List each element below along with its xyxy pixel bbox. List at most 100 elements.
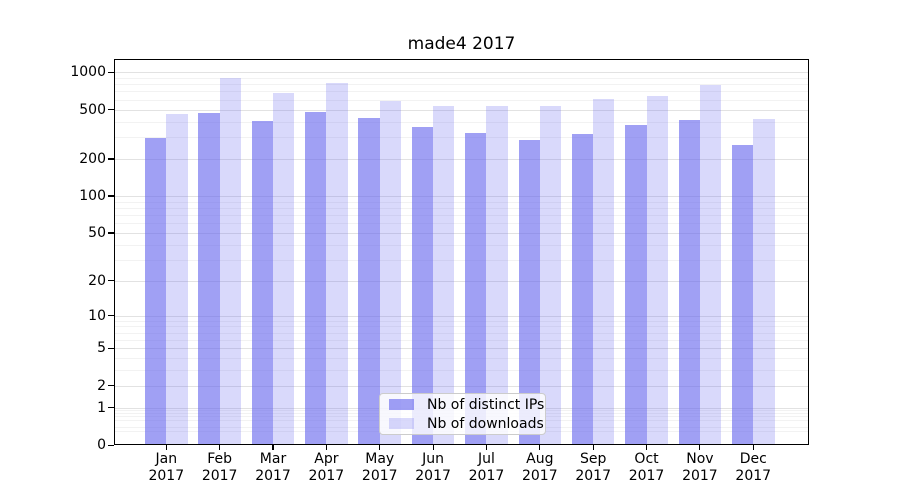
x-tick-label: May 2017 [350,451,410,485]
x-tick-label-month: Oct [634,451,659,467]
bar-nb-of-downloads-jun [433,106,455,445]
y-axis-tick [108,71,114,73]
y-axis-tick [108,315,114,317]
gridline-minor [115,77,808,79]
x-tick-label: Sep 2017 [563,451,623,485]
y-axis-tick [108,232,114,234]
x-tick-label: Jun 2017 [403,451,463,485]
gridline-minor [115,358,808,360]
gridline-minor [115,91,808,93]
gridline-minor [115,320,808,322]
y-tick-label: 10 [88,307,106,324]
y-axis-tick [108,280,114,282]
x-tick-label-month: Mar [259,451,287,467]
bar-nb-of-distinct-ips-nov [678,119,700,445]
x-tick-label-month: Jul [478,451,495,467]
bar-nb-of-downloads-jul [486,106,508,445]
x-axis-tick [592,445,594,450]
bar-nb-of-downloads-sep [593,99,615,445]
gridline-major [115,348,808,350]
x-tick-label: Mar 2017 [243,451,303,485]
legend-swatch-icon [389,399,414,410]
gridline-minor [115,207,808,209]
x-axis-tick [752,445,754,450]
legend: Nb of distinct IPs Nb of downloads [379,393,546,435]
bar-nb-of-distinct-ips-sep [571,134,594,445]
x-axis-tick [219,445,221,450]
y-axis-tick [108,195,114,197]
y-tick-label: 2 [97,377,106,394]
chart-title: made4 2017 [407,34,516,54]
x-axis-tick [272,445,274,450]
x-tick-label-month: Sep [579,451,607,467]
bar-nb-of-distinct-ips-jul [465,132,487,445]
legend-item: Nb of downloads [389,417,544,431]
legend-label: Nb of downloads [427,415,544,432]
x-tick-label-month: Feb [207,451,233,467]
x-tick-label: Dec 2017 [723,451,783,485]
bar-nb-of-downloads-mar [273,93,295,445]
x-tick-label-year: 2017 [255,468,291,484]
bar-nb-of-distinct-ips-oct [625,124,647,445]
x-tick-label-year: 2017 [415,468,451,484]
bar-nb-of-downloads-aug [539,106,562,445]
x-tick-label-year: 2017 [361,468,398,484]
gridline-minor [115,259,808,261]
bar-nb-of-distinct-ips-jun [411,127,434,445]
legend-item: Nb of distinct IPs [389,398,544,412]
gridline-minor [115,84,808,86]
gridline-minor [115,223,808,225]
gridline-major [115,385,808,387]
bar-nb-of-distinct-ips-apr [305,112,327,445]
y-tick-label: 1000 [70,64,106,81]
x-tick-label: Jan 2017 [136,451,196,485]
legend-swatch-icon [389,418,414,429]
bar-nb-of-downloads-nov [699,84,722,445]
x-tick-label: Jul 2017 [456,451,516,485]
gridline-major [115,280,808,282]
x-tick-label-month: Jun [422,451,445,467]
x-axis-tick [539,445,541,450]
bar-nb-of-distinct-ips-may [358,118,380,445]
y-tick-label: 20 [88,272,106,289]
y-axis-tick [108,109,114,111]
bar-nb-of-distinct-ips-jan [145,137,167,445]
y-tick-label: 200 [79,150,106,167]
x-tick-label-year: 2017 [148,468,185,484]
gridline-minor [115,121,808,123]
y-tick-label: 1 [97,399,106,416]
x-tick-label: Feb 2017 [190,451,250,485]
gridline-minor [115,339,808,341]
y-tick-label: 100 [79,187,106,204]
x-axis-tick [432,445,434,450]
bar-nb-of-distinct-ips-dec [731,144,754,445]
x-tick-label-year: 2017 [682,468,718,484]
bar-nb-of-downloads-may [379,100,402,445]
y-axis-tick [108,347,114,349]
bar-nb-of-downloads-dec [753,119,775,445]
gridline-minor [115,137,808,139]
gridline-minor [115,244,808,246]
x-axis-tick [485,445,488,450]
gridline-minor [115,370,808,372]
x-axis-tick [325,445,327,450]
bar-nb-of-downloads-jan [166,113,188,445]
bar-nb-of-downloads-oct [646,95,668,445]
gridline-minor [115,332,808,334]
x-tick-label-year: 2017 [521,468,558,484]
x-axis-tick [379,445,381,450]
bar-nb-of-distinct-ips-mar [251,120,274,445]
y-axis-tick [108,158,114,160]
y-tick-label: 0 [97,437,106,453]
y-axis-tick [108,444,114,446]
x-tick-label: Aug 2017 [510,451,570,485]
gridline-major [115,109,808,111]
y-tick-label: 5 [97,340,106,357]
y-tick-label: 50 [88,224,106,241]
y-axis-tick [108,407,114,409]
x-tick-label-year: 2017 [308,468,345,484]
x-tick-label-month: May [365,451,395,467]
gridline-major [115,72,808,74]
x-tick-label-month: Apr [314,451,339,467]
